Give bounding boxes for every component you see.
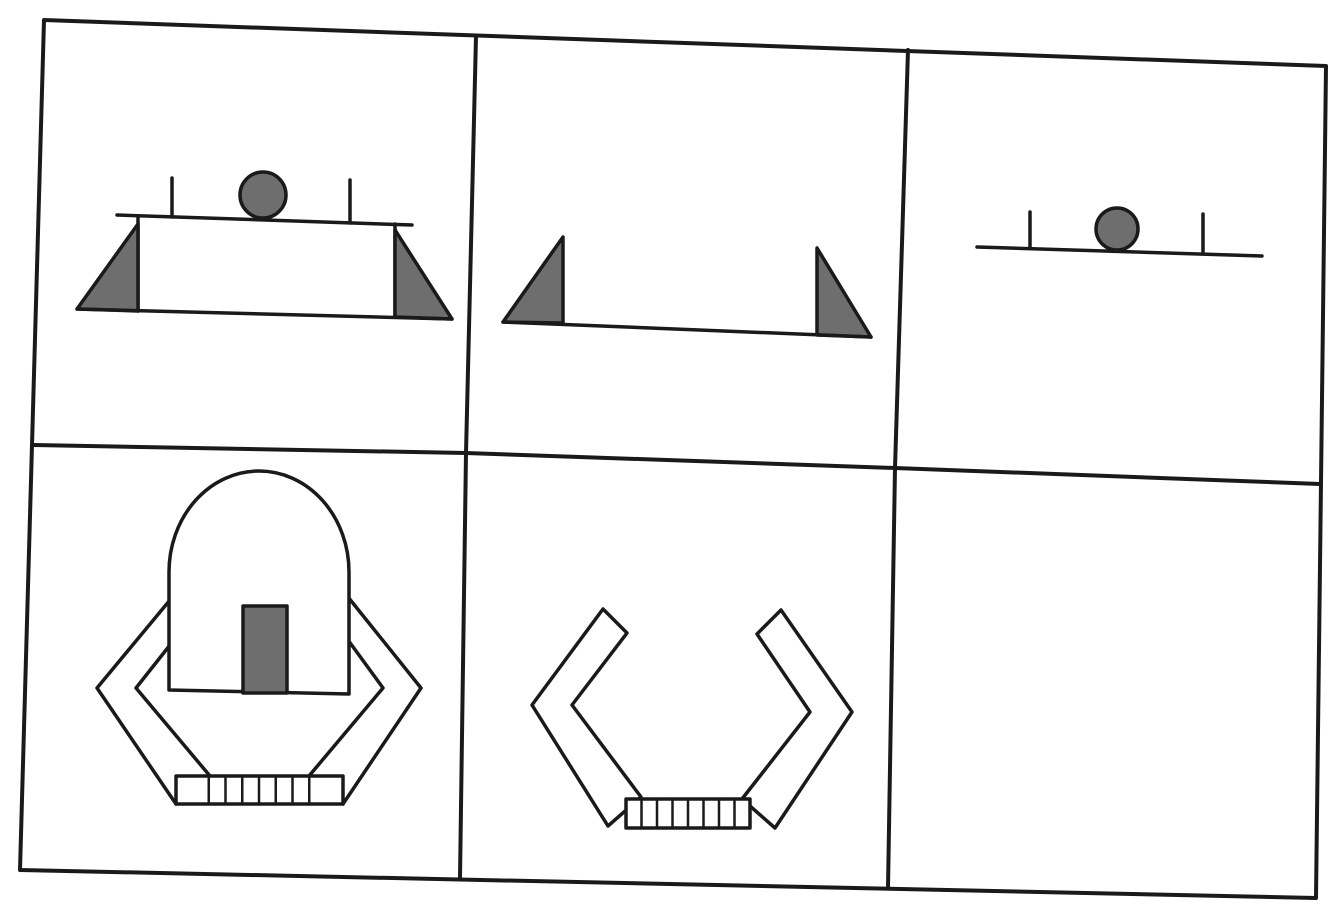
- dome-arch: [167, 469, 351, 696]
- outer-border: [18, 18, 1328, 900]
- shaded-triangle-left: [75, 222, 140, 313]
- shaded-triangle-left: [501, 235, 565, 325]
- platform-top-line: [115, 213, 414, 227]
- grid-frame: [18, 18, 1328, 900]
- cell-r1c2: [501, 235, 873, 339]
- vertical-divider-left: [458, 34, 478, 880]
- horizontal-divider: [32, 443, 1322, 486]
- base-stripes: [640, 797, 736, 830]
- door: [241, 604, 289, 695]
- hexagon-frame-right-arm: [740, 608, 854, 830]
- ball: [238, 170, 288, 220]
- vertical-divider-right: [886, 48, 910, 890]
- ball: [1094, 206, 1140, 252]
- shaded-triangle-right: [815, 246, 873, 339]
- cell-r2c2: [530, 607, 854, 830]
- base-stripes: [207, 774, 311, 806]
- base-line: [501, 320, 873, 339]
- shaded-triangle-right: [393, 228, 454, 321]
- cell-r1c3: [975, 206, 1264, 258]
- hexagon-frame-left-arm: [530, 607, 643, 828]
- platform-base-line: [75, 307, 454, 321]
- cell-r2c1: [95, 469, 423, 806]
- cell-r1c1: [75, 170, 454, 321]
